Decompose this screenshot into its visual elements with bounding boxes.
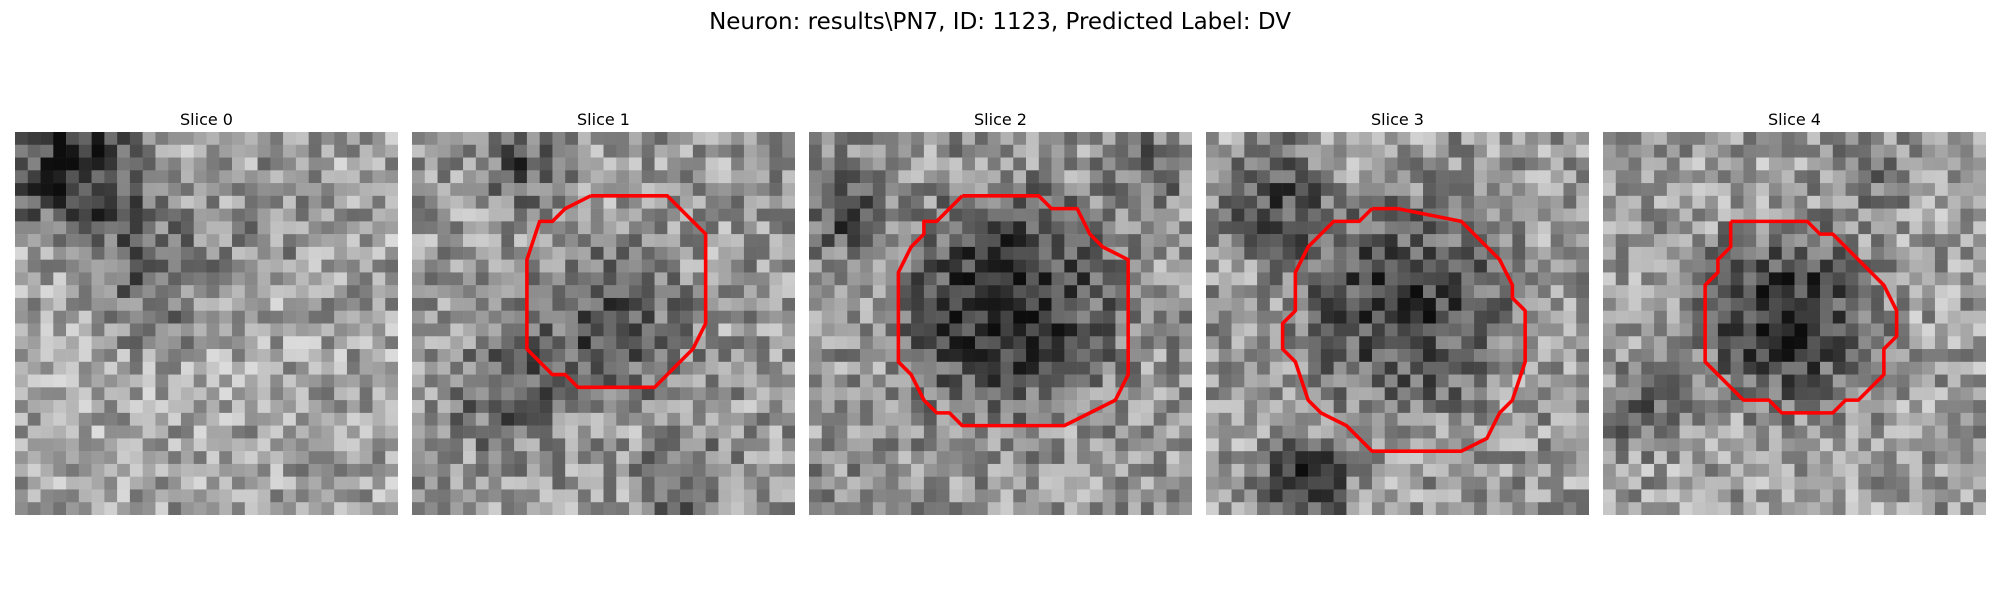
slice-title-3: Slice 3 — [1371, 110, 1424, 129]
slice-image-2 — [809, 132, 1192, 515]
slice-title-2: Slice 2 — [974, 110, 1027, 129]
slice-panel-4: Slice 4 — [1603, 108, 1986, 515]
slice-panel-1: Slice 1 — [412, 108, 795, 515]
figure-title: Neuron: results\PN7, ID: 1123, Predicted… — [709, 9, 1291, 35]
slice-panel-2: Slice 2 — [809, 108, 1192, 515]
contour-outline-4 — [1703, 219, 1899, 415]
slice-panel-0: Slice 0 — [15, 108, 398, 515]
slice-title-4: Slice 4 — [1768, 110, 1821, 129]
slice-image-1 — [412, 132, 795, 515]
slice-title-0: Slice 0 — [180, 110, 233, 129]
contour-outline-2 — [896, 194, 1130, 428]
contour-outline-1 — [525, 194, 708, 390]
slice-image-4 — [1603, 132, 1986, 515]
slice-image-3 — [1206, 132, 1589, 515]
slice-title-1: Slice 1 — [577, 110, 630, 129]
slice-image-0 — [15, 132, 398, 515]
slice-panel-3: Slice 3 — [1206, 108, 1589, 515]
contour-outline-3 — [1280, 206, 1527, 453]
